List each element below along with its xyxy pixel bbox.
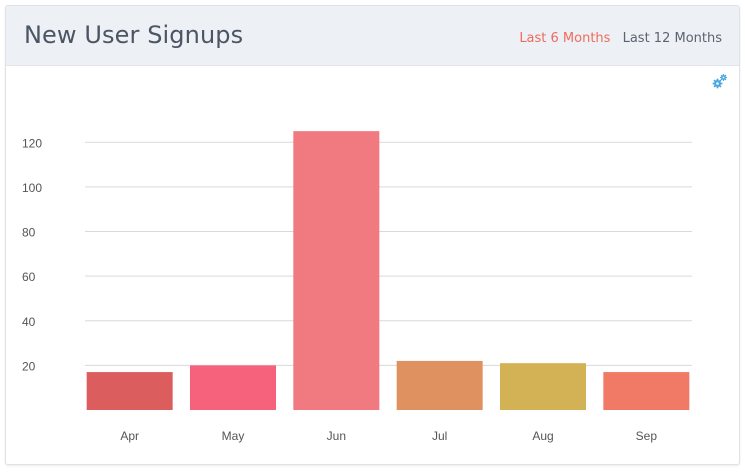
x-tick-label: Sep [636, 429, 658, 443]
x-tick-label: Aug [532, 429, 553, 443]
x-tick-label: Apr [120, 429, 139, 443]
card-header: New User Signups Last 6 Months Last 12 M… [6, 6, 739, 66]
range-tabs: Last 6 Months Last 12 Months [511, 31, 722, 46]
y-tick-label: 40 [22, 315, 36, 329]
chart-card: New User Signups Last 6 Months Last 12 M… [5, 5, 740, 465]
bar [603, 372, 690, 410]
y-tick-label: 60 [22, 270, 36, 284]
x-tick-label: Jul [432, 429, 447, 443]
y-tick-label: 100 [22, 181, 42, 195]
gears-icon[interactable] [712, 73, 728, 89]
bar [293, 131, 380, 410]
tab-last-6-months[interactable]: Last 6 Months [519, 31, 611, 46]
card-title: New User Signups [24, 21, 244, 49]
y-tick-label: 120 [22, 136, 42, 150]
x-tick-label: May [222, 429, 245, 443]
bar [396, 360, 483, 410]
bar [86, 372, 173, 410]
y-tick-label: 20 [22, 359, 36, 373]
bar-chart: 20 40 60 80 100 120 Apr May Jun Jul Aug Sep [22, 131, 692, 443]
y-tick-label: 80 [22, 226, 36, 240]
bar [190, 365, 276, 410]
tab-last-12-months[interactable]: Last 12 Months [622, 31, 722, 46]
x-tick-label: Jun [327, 429, 346, 443]
bar [500, 363, 586, 410]
